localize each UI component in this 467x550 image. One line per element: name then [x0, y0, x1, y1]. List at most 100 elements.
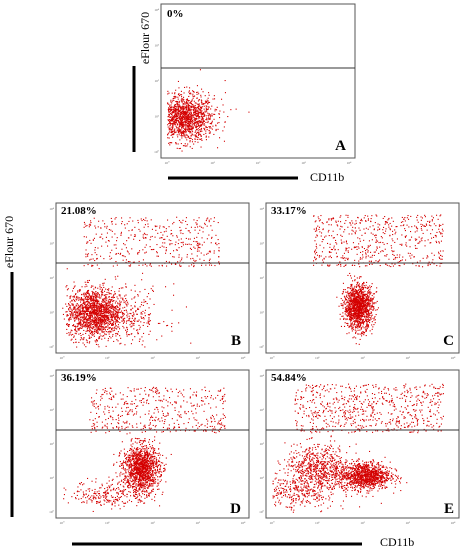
panel-a-event-point: [173, 122, 175, 124]
panel-b-event-point: [115, 253, 117, 255]
panel-b-event-point: [83, 325, 85, 327]
panel-b-event-point: [108, 320, 110, 322]
panel-c-event-point: [435, 240, 437, 242]
panel-a-event-point: [184, 86, 186, 88]
panel-c-event-point: [349, 318, 351, 320]
panel-b-event-point: [202, 231, 204, 233]
panel-c-event-point: [358, 322, 360, 324]
panel-b-event-point: [107, 302, 109, 304]
panel-a-event-point: [208, 116, 210, 118]
panel-a-event-point: [199, 133, 201, 135]
panel-c-event-point: [376, 287, 378, 289]
panel-b-event-point: [133, 238, 135, 240]
panel-b-event-point: [193, 237, 195, 239]
panel-c-event-point: [404, 217, 406, 219]
panel-b-event-point: [120, 337, 122, 339]
panel-c-event-point: [349, 303, 351, 305]
panel-b-event-point: [142, 249, 144, 251]
panel-b-event-point: [104, 301, 106, 303]
panel-c-event-point: [361, 286, 363, 288]
panel-b-event-point: [116, 339, 118, 341]
panel-a-event-point: [171, 100, 173, 102]
panel-c-event-point: [353, 304, 355, 306]
panel-b-event-point: [92, 328, 94, 330]
panel-c-event-point: [358, 284, 360, 286]
panel-c-event-point: [435, 225, 437, 227]
panel-c-event-point: [323, 247, 325, 249]
panel-b-event-point: [144, 300, 146, 302]
panel-b-event-point: [101, 308, 103, 310]
panel-b-event-point: [146, 303, 148, 305]
panel-b-event-point: [71, 303, 73, 305]
panel-b-event-point: [192, 257, 194, 259]
panel-b-event-point: [123, 313, 125, 315]
panel-c-event-point: [366, 324, 368, 326]
panel-c-event-point: [349, 318, 351, 320]
panel-b-event-point: [93, 322, 95, 324]
panel-c-event-point: [357, 295, 359, 297]
panel-b-event-point: [100, 315, 102, 317]
panel-a-event-point: [188, 113, 190, 115]
panel-a-event-point: [170, 131, 172, 133]
panel-c-event-point: [357, 323, 359, 325]
panel-a-event-point: [193, 126, 195, 128]
panel-b-event-point: [90, 304, 92, 306]
panel-a-event-point: [183, 92, 185, 94]
panel-b-event-point: [161, 265, 163, 267]
panel-a-event-point: [197, 125, 199, 127]
panel-b-event-point: [103, 307, 105, 309]
panel-b-event-point: [89, 337, 91, 339]
panel-b-event-point: [101, 320, 103, 322]
panel-a-event-point: [222, 130, 224, 132]
panel-c-event-point: [378, 252, 380, 254]
panel-b-event-point: [97, 313, 99, 315]
panel-b-event-point: [118, 326, 120, 328]
panel-b-event-point: [138, 228, 140, 230]
panel-c-event-point: [373, 293, 375, 295]
panel-c-event-point: [368, 316, 370, 318]
panel-b-event-point: [165, 250, 167, 252]
panel-b-event-point: [74, 325, 76, 327]
panel-a-event-point: [173, 105, 175, 107]
panel-c-event-point: [355, 343, 357, 345]
panel-a-event-point: [194, 107, 196, 109]
panel-b-event-point: [83, 337, 85, 339]
panel-b-event-point: [89, 328, 91, 330]
panel-a-event-point: [173, 96, 175, 98]
panel-b-event-point: [87, 253, 89, 255]
panel-b-event-point: [95, 300, 97, 302]
panel-c-event-point: [353, 309, 355, 311]
panel-a-event-point: [202, 123, 204, 125]
panel-b-event-point: [98, 307, 100, 309]
panel-a-event-point: [203, 105, 205, 107]
panel-b-event-point: [105, 334, 107, 336]
panel-c-event-point: [372, 305, 374, 307]
panel-c-event-point: [360, 293, 362, 295]
panel-b-event-point: [113, 296, 115, 298]
panel-c-event-point: [350, 291, 352, 293]
panel-a-event-point: [184, 128, 186, 130]
panel-c-event-point: [399, 254, 401, 256]
panel-c-event-point: [349, 313, 351, 315]
panel-c-event-point: [350, 315, 352, 317]
panel-b-event-point: [130, 313, 132, 315]
panel-b-event-point: [77, 312, 79, 314]
panel-b-event-point: [114, 306, 116, 308]
panel-c-event-point: [339, 228, 341, 230]
panel-a-event-point: [192, 93, 194, 95]
panel-c-event-point: [360, 318, 362, 320]
panel-b-event-point: [103, 324, 105, 326]
panel-b-event-point: [128, 334, 130, 336]
panel-a-event-point: [209, 114, 211, 116]
panel-c-event-point: [371, 324, 373, 326]
panel-b-event-point: [105, 308, 107, 310]
panel-b-event-point: [100, 325, 102, 327]
panel-b-event-point: [72, 333, 74, 335]
panel-a-event-point: [175, 131, 177, 133]
panel-c-event-point: [347, 311, 349, 313]
panel-b-event-point: [88, 302, 90, 304]
panel-b-event-point: [86, 324, 88, 326]
panel-a-event-point: [174, 108, 176, 110]
panel-b-event-point: [115, 313, 117, 315]
panel-c-event-point: [348, 303, 350, 305]
